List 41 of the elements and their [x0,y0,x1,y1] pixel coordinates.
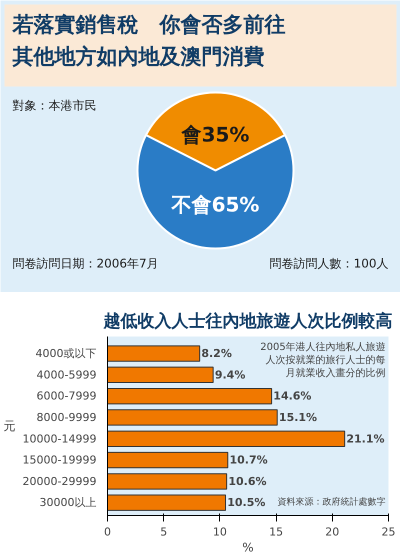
bar [108,473,228,490]
y-tick-label: 30000以上 [40,496,97,510]
bar [108,345,200,362]
data-label: 10.7% [229,454,268,467]
x-tick-label: 10 [212,526,227,538]
bar [108,366,214,384]
data-label: 10.6% [228,474,266,488]
text: 問卷訪問日期：2006年7月 [12,256,159,270]
x-tick-label: 0 [104,526,111,538]
data-label: 14.6% [273,390,312,403]
y-axis-title: 元 [4,419,16,433]
annotation: 資料來源：政府統計處數字 [278,496,386,508]
y-tick-label: 15000-19999 [22,454,97,467]
y-tick-label: 8000-9999 [36,410,97,424]
y-tick-label: 4000-5999 [36,368,97,382]
x-tick-label: 5 [160,526,168,538]
text: 問卷訪問人數：100人 [270,256,388,270]
text: 對象：本港市民 [12,98,96,112]
y-tick-label: 6000-7999 [36,390,97,403]
slice-label: 不會65% [170,192,260,217]
bar [108,430,346,447]
x-tick-label: 15 [269,526,284,538]
x-tick-label: 25 [382,526,396,538]
y-tick-label: 10000-14999 [22,432,97,446]
x-axis-title: % [242,540,254,554]
bar [108,494,226,511]
slice-label: 會35% [180,122,250,146]
data-label: 21.1% [346,432,385,446]
y-tick-label: 20000-29999 [22,474,97,488]
bar [108,452,228,468]
chart-title: 若落實銷售稅 你會否多前往其他地方如內地及澳門消費 [12,12,286,68]
bar [108,409,278,426]
data-label: 8.2% [201,347,232,360]
data-label: 10.5% [227,496,266,510]
bar [108,388,272,404]
chart-title: 越低收入人士往內地旅遊人次比例較高 [102,312,392,332]
y-tick-label: 4000或以下 [36,347,97,360]
x-tick-label: 20 [325,526,340,538]
annotation: 2005年港人往內地私人旅遊人次按就業的旅行人士的每月就業收入畫分的比例 [260,340,386,379]
data-label: 9.4% [214,368,246,382]
data-label: 15.1% [278,410,318,424]
